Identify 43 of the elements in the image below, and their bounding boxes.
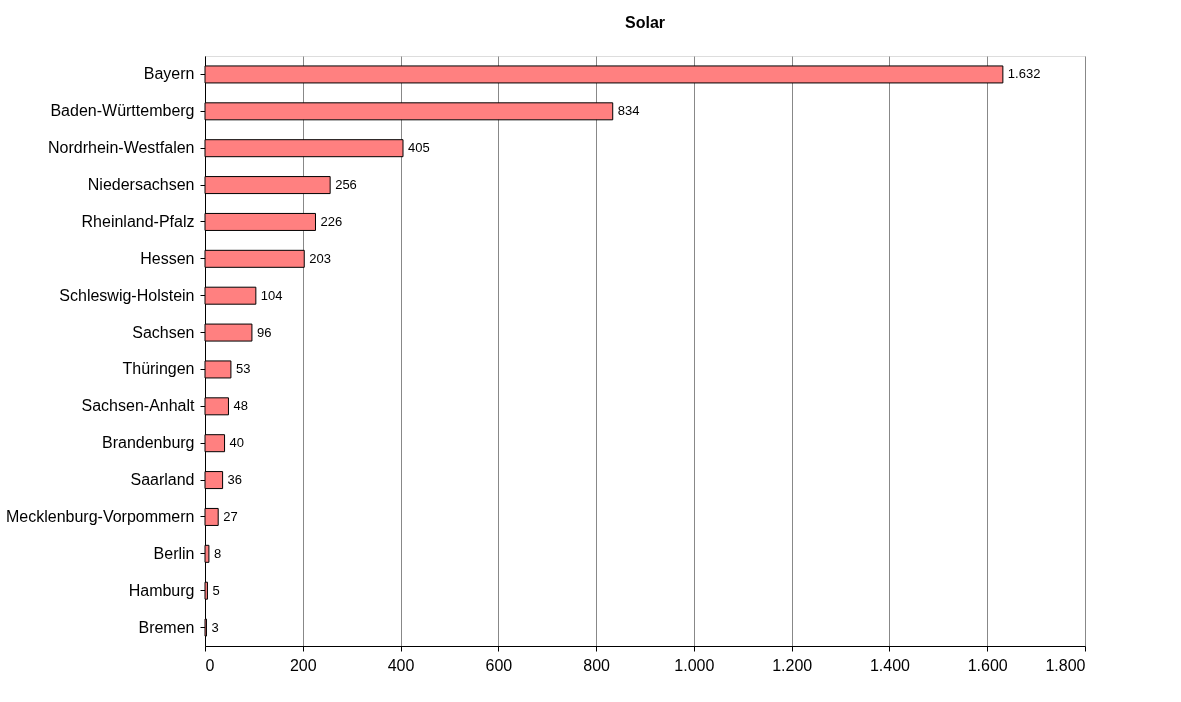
y-tick-label: Brandenburg <box>101 434 195 452</box>
y-tick-label: Hamburg <box>128 581 195 599</box>
y-tick-label: Mecklenburg-Vorpommern <box>5 507 195 525</box>
y-tick-label: Sachsen-Anhalt <box>81 397 196 415</box>
y-tick-label: Thüringen <box>122 360 195 378</box>
chart-title: Solar <box>624 14 666 31</box>
data-label: 256 <box>335 177 357 193</box>
x-tick-label: 1.600 <box>967 656 1008 674</box>
y-tick-label: Sachsen <box>132 323 195 341</box>
y-tick-label: Baden-Württemberg <box>50 102 195 120</box>
x-tick-label: 600 <box>485 656 513 674</box>
x-tick-label: 0 <box>205 656 215 674</box>
y-tick-label: Bayern <box>143 65 195 83</box>
data-label: 203 <box>309 250 331 266</box>
data-label: 96 <box>256 324 272 340</box>
x-tick-label: 1.400 <box>869 656 911 674</box>
data-label: 36 <box>227 472 243 488</box>
y-tick-label: Saarland <box>130 471 195 489</box>
x-tick-label: 1.000 <box>674 656 715 674</box>
y-tick-label: Nordrhein-Westfalen <box>48 139 195 157</box>
data-label: 48 <box>233 398 248 414</box>
y-tick-label: Schleswig-Holstein <box>59 286 195 304</box>
y-tick-label: Bremen <box>138 618 195 636</box>
x-tick-label: 400 <box>387 656 415 674</box>
data-label: 405 <box>408 140 430 156</box>
data-label: 5 <box>212 582 220 598</box>
data-label: 104 <box>260 287 283 303</box>
data-label: 53 <box>235 361 251 377</box>
data-label: 1.632 <box>1007 66 1041 82</box>
data-label: 40 <box>229 435 245 451</box>
data-label: 8 <box>213 545 222 561</box>
data-label: 226 <box>320 213 343 229</box>
y-tick-label: Hessen <box>140 249 195 267</box>
x-tick-label: 1.200 <box>772 656 813 674</box>
y-tick-label: Berlin <box>153 544 195 562</box>
x-tick-label: 200 <box>289 656 317 674</box>
data-label: 3 <box>211 619 219 635</box>
y-tick-label: Niedersachsen <box>87 176 195 194</box>
data-label: 834 <box>617 103 640 119</box>
data-label: 27 <box>223 508 238 524</box>
x-tick-label: 1.800 <box>1045 656 1086 674</box>
x-tick-label: 800 <box>583 656 611 674</box>
y-tick-label: Rheinland-Pfalz <box>81 212 195 230</box>
